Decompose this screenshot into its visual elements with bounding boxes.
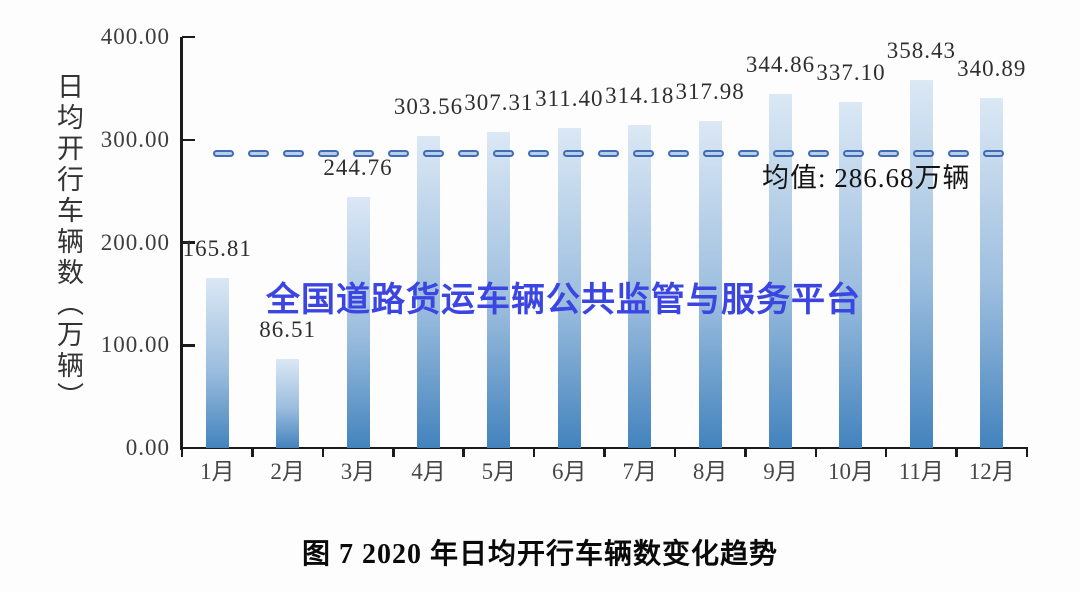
bar bbox=[628, 125, 652, 448]
mean-dash-segment bbox=[248, 149, 269, 157]
bar bbox=[205, 277, 229, 448]
y-tick-mark bbox=[182, 241, 195, 244]
x-tick-mark bbox=[1025, 448, 1029, 457]
bar-value-label: 311.40 bbox=[535, 86, 604, 112]
x-tick-label: 5月 bbox=[481, 459, 517, 484]
y-tick-label: 400.00 bbox=[100, 24, 170, 49]
mean-dash-segment bbox=[388, 149, 409, 157]
x-tick-label: 9月 bbox=[763, 459, 798, 484]
x-tick-label: 11月 bbox=[898, 459, 944, 484]
bar-value-label: 337.10 bbox=[816, 59, 886, 85]
y-tick-label: 100.00 bbox=[100, 332, 170, 358]
mean-dash-segment bbox=[668, 149, 689, 157]
bar-value-label: 307.31 bbox=[464, 90, 534, 116]
mean-dash-segment bbox=[353, 149, 374, 157]
mean-dash-segment bbox=[213, 149, 234, 157]
mean-dash-segment bbox=[633, 149, 654, 157]
mean-dash-segment bbox=[598, 149, 619, 157]
bar-value-label: 314.18 bbox=[605, 83, 675, 109]
x-tick-mark bbox=[251, 448, 254, 457]
mean-dash-segment bbox=[983, 149, 1004, 157]
x-axis-line bbox=[180, 446, 1028, 449]
y-tick-label: 300.00 bbox=[100, 126, 170, 152]
chart-title: 图 7 2020 年日均开行车辆数变化趋势 bbox=[301, 539, 778, 570]
bar bbox=[487, 132, 511, 448]
x-tick-mark bbox=[532, 448, 536, 457]
bar bbox=[346, 196, 370, 448]
mean-dashed-line bbox=[213, 149, 1004, 157]
x-tick-label: 6月 bbox=[552, 459, 587, 484]
bar bbox=[769, 93, 793, 448]
bar-value-label: 303.56 bbox=[393, 94, 464, 120]
bar bbox=[980, 97, 1004, 448]
x-tick-label: 3月 bbox=[340, 459, 376, 484]
x-tick-mark bbox=[955, 448, 958, 457]
x-tick-label: 4月 bbox=[411, 459, 446, 484]
y-tick-label: 0.00 bbox=[125, 435, 170, 460]
x-tick-label: 8月 bbox=[692, 459, 728, 484]
y-tick-mark bbox=[182, 344, 195, 347]
mean-dash-segment bbox=[948, 149, 969, 157]
bar-value-label: 340.89 bbox=[957, 55, 1027, 81]
y-tick-label: 200.00 bbox=[100, 229, 170, 255]
mean-dash-segment bbox=[493, 149, 514, 157]
mean-dash-segment bbox=[773, 149, 794, 157]
x-tick-mark bbox=[462, 448, 465, 457]
x-tick-mark bbox=[673, 448, 677, 457]
bar-value-label: 317.98 bbox=[675, 79, 745, 105]
bar-value-label: 244.76 bbox=[323, 154, 393, 180]
y-axis-line bbox=[180, 37, 183, 450]
bar bbox=[698, 121, 722, 448]
mean-dash-segment bbox=[808, 149, 829, 157]
bar-value-label: 344.86 bbox=[745, 51, 816, 77]
x-tick-mark bbox=[814, 448, 817, 457]
x-tick-mark bbox=[180, 448, 184, 457]
bar bbox=[276, 359, 300, 448]
x-tick-label: 1月 bbox=[199, 459, 235, 484]
bar bbox=[909, 79, 933, 448]
mean-dash-segment bbox=[318, 149, 339, 157]
bar bbox=[557, 128, 581, 448]
x-tick-label: 2月 bbox=[270, 459, 305, 484]
mean-dash-segment bbox=[458, 149, 479, 157]
x-tick-label: 7月 bbox=[622, 459, 657, 484]
bar bbox=[839, 101, 863, 448]
mean-dash-segment bbox=[563, 149, 584, 157]
x-tick-mark bbox=[603, 448, 606, 457]
mean-dash-segment bbox=[528, 149, 549, 157]
bar bbox=[416, 136, 440, 448]
y-axis-title: 日均开行车辆数（万辆） bbox=[53, 72, 83, 413]
bar-value-label: 358.43 bbox=[886, 37, 956, 63]
x-tick-label: 10月 bbox=[827, 459, 874, 484]
mean-dash-segment bbox=[703, 149, 724, 157]
x-tick-mark bbox=[392, 448, 395, 457]
x-tick-mark bbox=[744, 448, 747, 457]
mean-dash-segment bbox=[283, 149, 304, 157]
watermark-text: 全国道路货运车辆公共监管与服务平台 bbox=[266, 281, 861, 319]
x-tick-mark bbox=[321, 448, 325, 457]
mean-dash-segment bbox=[913, 149, 934, 157]
x-tick-mark bbox=[884, 448, 888, 457]
mean-dash-segment bbox=[423, 149, 444, 157]
bar-value-label: 86.51 bbox=[259, 317, 316, 343]
bar-value-label: 165.81 bbox=[182, 235, 252, 261]
y-tick-mark bbox=[182, 35, 195, 39]
mean-dash-segment bbox=[738, 149, 759, 157]
mean-value-label: 均值: 286.68万辆 bbox=[762, 163, 971, 193]
x-tick-label: 12月 bbox=[968, 459, 1015, 484]
mean-dash-segment bbox=[878, 149, 899, 157]
y-tick-mark bbox=[182, 138, 195, 141]
mean-dash-segment bbox=[843, 149, 864, 157]
